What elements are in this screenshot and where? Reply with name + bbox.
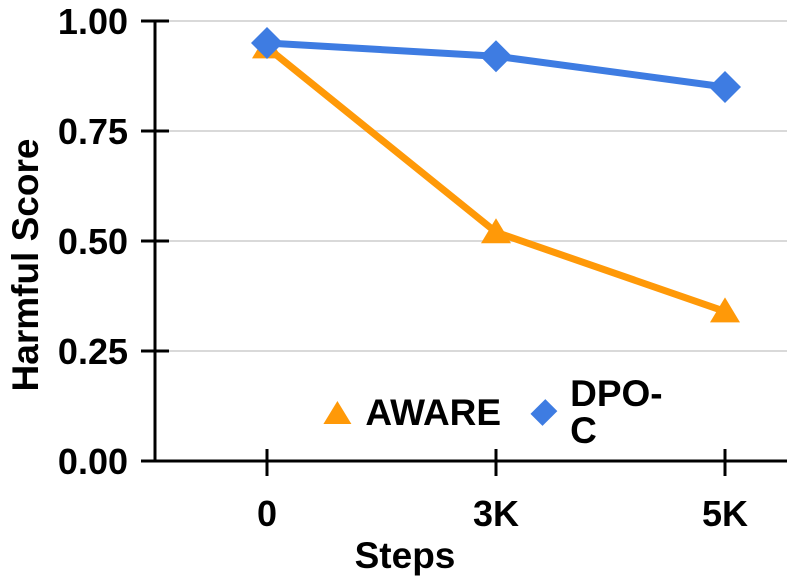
diamond-marker-icon — [530, 398, 558, 426]
diamond-marker-dpo-c — [480, 40, 512, 73]
legend-label-aware: AWARE — [365, 391, 502, 433]
y-tick-label: 0.25 — [58, 331, 128, 372]
y-tick-label: 1.00 — [58, 1, 128, 42]
y-tick-label: 0.00 — [58, 441, 128, 482]
triangle-marker-aware — [481, 218, 511, 244]
legend: AWARE DPO-C — [323, 375, 666, 449]
x-axis-title: Steps — [354, 535, 456, 576]
y-axis-title: Harmful Score — [5, 138, 46, 392]
triangle-marker-aware — [710, 297, 740, 323]
x-tick-label: 0 — [257, 493, 277, 534]
legend-label-dpo-c: DPO-C — [570, 373, 663, 451]
diamond-marker-dpo-c — [709, 71, 741, 103]
triangle-marker-icon — [323, 400, 352, 424]
x-tick-label: 3K — [473, 493, 519, 534]
series-line-aware — [263, 43, 729, 315]
y-tick-label: 0.50 — [58, 221, 128, 262]
y-tick-label: 0.75 — [58, 111, 128, 152]
legend-item-aware: AWARE — [323, 394, 501, 431]
diamond-marker-dpo-c — [251, 27, 283, 59]
legend-item-dpo-c: DPO-C — [530, 373, 667, 451]
x-tick-label: 5K — [702, 493, 748, 534]
